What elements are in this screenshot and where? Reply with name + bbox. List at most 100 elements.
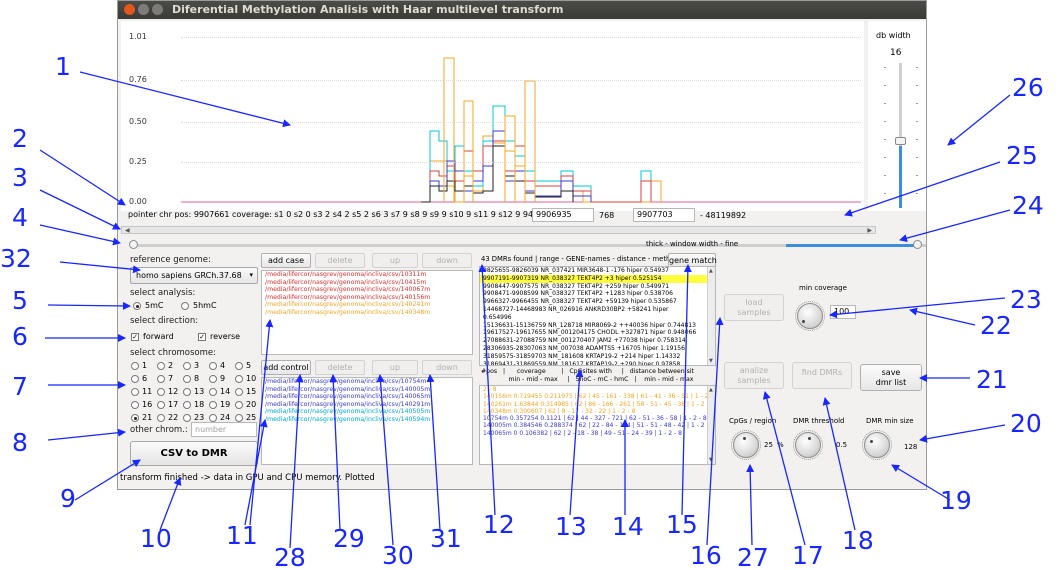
grid-line — [181, 162, 861, 163]
chromosome-radio-12[interactable] — [157, 388, 165, 396]
case-file-list[interactable]: /media/lifercor/nasgrev/genoma/incliva/c… — [261, 270, 473, 355]
dmr-min-size-knob[interactable] — [862, 430, 892, 460]
chromosome-radio-11[interactable] — [131, 388, 139, 396]
file-list-item[interactable]: /media/lifercor/nasgrev/genoma/incliva/c… — [265, 385, 431, 393]
dmr-list-item[interactable]: 31869431-31869559 NM_181617 KRTAP19-2 +2… — [483, 360, 681, 366]
chromosome-radio-4[interactable] — [209, 362, 217, 370]
chromosome-radio-15[interactable] — [235, 388, 243, 396]
file-list-item[interactable]: /media/lifercor/nasgrev/genoma/incliva/c… — [265, 400, 431, 408]
chromosome-radio-3[interactable] — [183, 362, 191, 370]
chromosome-radio-24[interactable] — [209, 414, 217, 422]
reverse-checkbox[interactable]: ✓ — [198, 333, 206, 341]
chromosome-radio-18[interactable] — [183, 401, 191, 409]
dmr-list-item[interactable]: 9966327-9966455 NR_038327 TEKT4P2 +59139… — [483, 298, 677, 306]
db-width-slider-handle[interactable] — [895, 137, 906, 145]
add-case-button[interactable]: add case — [261, 253, 311, 268]
control-up-button[interactable]: up — [372, 360, 418, 375]
maximize-icon[interactable] — [152, 4, 163, 15]
add-control-button[interactable]: add control — [261, 360, 311, 375]
cpgs-region-knob[interactable] — [731, 430, 761, 460]
position-slider-handle[interactable] — [129, 240, 138, 249]
scroll-down-icon[interactable]: ▼ — [709, 457, 713, 463]
chromosome-radio-5[interactable] — [235, 362, 243, 370]
delete-case-button[interactable]: delete — [315, 253, 365, 268]
chromosome-radio-8[interactable] — [183, 375, 191, 383]
title-bar[interactable]: Diferential Methylation Analisis with Ha… — [118, 1, 926, 19]
methylation-plot[interactable]: 1.01 0.76 0.50 0.25 0.00 — [121, 21, 864, 211]
dmr-list-item[interactable]: 19617527-19617655 NM_001204175 CHODL +32… — [483, 329, 697, 337]
plot-horizontal-scrollbar[interactable]: ◀ ▶ — [121, 226, 876, 234]
file-list-item[interactable]: /media/lifercor/nasgrev/genoma/incliva/c… — [265, 271, 427, 278]
close-icon[interactable] — [124, 4, 135, 15]
control-file-list[interactable]: /media/lifercor/nasgrev/genoma/incliva/c… — [261, 377, 473, 465]
file-list-item[interactable]: /media/lifercor/nasgrev/genoma/incliva/c… — [265, 415, 431, 423]
analize-samples-button[interactable]: analize samples — [724, 362, 784, 389]
dmr-list-item[interactable]: 9908447-9907575 NR_038327 TEKT4P2 +259 h… — [483, 282, 670, 290]
file-list-item[interactable]: /media/lifercor/nasgrev/genoma/incliva/c… — [265, 278, 427, 286]
scroll-up-icon[interactable]: ▲ — [709, 268, 713, 274]
file-list-item[interactable]: /media/lifercor/nasgrev/genoma/incliva/c… — [265, 378, 427, 385]
chromosome-radio-22[interactable] — [157, 414, 165, 422]
dmr-list-item[interactable]: 9907191-9907319 NR_038327 TEKT4P2 +3 hip… — [480, 274, 715, 283]
chromosome-radio-16[interactable] — [131, 401, 139, 409]
dmr-list-item[interactable]: 31859575-31859703 NM_181608 KRTAP19-2 +2… — [483, 352, 681, 360]
case-up-button[interactable]: up — [372, 253, 418, 268]
chromosome-radio-10[interactable] — [235, 375, 243, 383]
case-down-button[interactable]: down — [422, 253, 472, 268]
dmr-list-item[interactable]: 0.654996 — [483, 313, 512, 321]
dmr-list-item[interactable]: 28306935-28307063 NM_007038 ADAMTS5 +167… — [483, 344, 685, 352]
genome-select[interactable]: homo sapiens GRCh.37.68 ▾ — [130, 267, 258, 284]
delete-control-button[interactable]: delete — [315, 360, 365, 375]
chromosome-radio-25[interactable] — [235, 414, 243, 422]
file-list-item[interactable]: /media/lifercor/nasgrev/genoma/incliva/c… — [265, 293, 431, 301]
control-down-button[interactable]: down — [422, 360, 472, 375]
save-dmr-list-button[interactable]: save dmr list — [860, 364, 922, 391]
chromosome-radio-9[interactable] — [209, 375, 217, 383]
range-start-field[interactable]: 9906935 — [532, 208, 594, 222]
chromosome-radio-2[interactable] — [157, 362, 165, 370]
chromosome-radio-13[interactable] — [183, 388, 191, 396]
radio-5mc[interactable] — [133, 302, 141, 310]
chromosome-radio-7[interactable] — [157, 375, 165, 383]
scroll-left-icon[interactable]: ◀ — [125, 227, 130, 234]
radio-5hmc[interactable] — [181, 302, 189, 310]
chromosome-radio-21[interactable] — [131, 414, 139, 422]
chromosome-radio-1[interactable] — [131, 362, 139, 370]
dmr-list-item[interactable]: 27088631-27088759 NM_001270407 JAM2 +770… — [483, 337, 686, 345]
range-end-field[interactable]: 9907703 — [633, 208, 695, 222]
chromosome-radio-19[interactable] — [209, 401, 217, 409]
forward-checkbox[interactable]: ✓ — [131, 333, 139, 341]
file-list-item[interactable]: /media/lifercor/nasgrev/genoma/incliva/c… — [265, 286, 431, 294]
chromosome-radio-6[interactable] — [131, 375, 139, 383]
db-width-track[interactable] — [899, 63, 902, 208]
dmr-list-item[interactable]: 9825655-9826039 NR_037421 MIR3648-1 -176… — [483, 267, 669, 274]
dmr-list-scrollbar[interactable]: ▲ ▼ — [707, 267, 715, 365]
minimize-icon[interactable] — [138, 4, 149, 15]
dmr-list[interactable]: 9825655-9826039 NR_037421 MIR3648-1 -176… — [479, 266, 716, 366]
chromosome-radio-14[interactable] — [209, 388, 217, 396]
file-list-item[interactable]: /media/lifercor/nasgrev/genoma/incliva/c… — [265, 408, 431, 416]
other-chromosome-input[interactable]: number — [191, 422, 257, 437]
dmr-list-item[interactable]: 9908471-9908599 NR_038327 TEKT4P2 +1283 … — [483, 290, 673, 298]
file-list-item[interactable]: /media/lifercor/nasgrev/genoma/incliva/c… — [265, 301, 431, 309]
annotation-31: 31 — [430, 524, 462, 553]
find-dmrs-button[interactable]: find DMRs — [792, 362, 852, 389]
dmr-detail-scrollbar[interactable]: ▲ ▼ — [707, 386, 715, 464]
chromosome-radio-23[interactable] — [183, 414, 191, 422]
chromosome-radio-20[interactable] — [235, 401, 243, 409]
window-width-track[interactable] — [132, 244, 926, 247]
dmr-list-item[interactable]: 15136631-15136759 NR_128718 MIR8069-2 ++… — [483, 321, 696, 329]
dmr-detail-list[interactable]: 2 - 8 140156m 0.719455 0.211975 | 62 | 45… — [479, 385, 716, 465]
min-coverage-knob[interactable] — [795, 301, 825, 331]
dmr-list-item[interactable]: 14468727-14468983 NR_026916 ANKRD30BP2 +… — [483, 305, 669, 313]
dmr-threshold-knob[interactable] — [793, 430, 823, 460]
chromosome-radio-17[interactable] — [157, 401, 165, 409]
window-width-slider-handle[interactable] — [913, 240, 922, 249]
scroll-right-icon[interactable]: ▶ — [867, 227, 872, 234]
scroll-up-icon[interactable]: ▲ — [709, 387, 713, 393]
file-list-item[interactable]: /media/lifercor/nasgrev/genoma/incliva/c… — [265, 393, 431, 401]
load-samples-button[interactable]: load samples — [724, 294, 784, 321]
scroll-down-icon[interactable]: ▼ — [709, 358, 713, 364]
csv-to-dmr-button[interactable]: CSV to DMR — [130, 441, 258, 466]
file-list-item[interactable]: /media/lifercor/nasgrev/genoma/incliva/c… — [265, 308, 431, 316]
